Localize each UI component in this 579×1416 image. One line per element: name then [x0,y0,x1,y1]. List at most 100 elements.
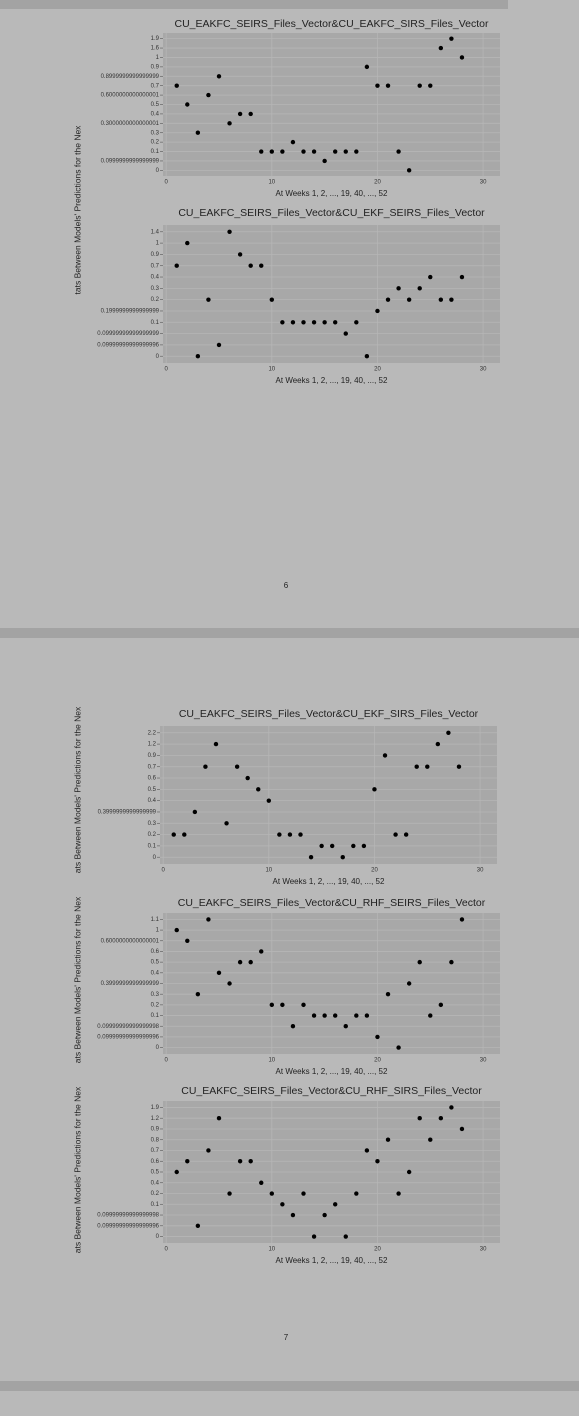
y-tick-label: 0.2 [151,1191,160,1197]
point [182,832,187,837]
point [322,320,327,325]
point [224,821,229,826]
point [237,252,243,257]
point [417,286,422,291]
point [311,320,317,325]
point [449,297,454,302]
point [216,74,222,79]
y-tick-label: 0.2 [148,832,157,838]
point [403,832,409,837]
point [428,1137,433,1142]
point [234,764,240,769]
point [298,832,303,837]
y-tick-label: 1.2 [151,1116,160,1122]
y-tick-label: 0.3999999999999999 [98,810,157,816]
point [280,149,285,154]
y-tick-label: 0.09999999999999996 [97,1034,159,1040]
x-tick-label: 20 [374,367,381,373]
y-tick-label: 1 [156,241,160,247]
y-tick-label: 0.09999999999999996 [97,342,159,348]
x-tick-label: 20 [374,180,381,186]
point [361,843,367,849]
point [417,83,422,88]
y-tick-label: 0.3 [151,286,160,292]
point [227,121,232,126]
point [343,1234,348,1239]
page-edge [0,0,508,9]
point [340,855,345,860]
chart-title: CU_EAKFC_SEIRS_Files_Vector&CU_RHF_SIRS_… [181,1085,482,1097]
point [428,1013,433,1018]
y-tick-label: 0.1 [151,1202,160,1208]
point [385,1137,391,1142]
x-tick-label: 20 [371,868,378,874]
point [343,149,348,154]
point [406,1169,412,1175]
x-tick-label: 10 [265,868,272,874]
point [280,320,285,325]
point [227,1191,232,1196]
y-tick-label: 0.7 [151,83,160,89]
x-axis-label: At Weeks 1, 2, ..., 19, 40, ..., 52 [276,1256,388,1265]
y-tick-label: 1 [156,55,160,61]
point [322,1013,327,1018]
x-tick-label: 20 [374,1247,381,1253]
point [195,1223,201,1228]
x-axis-label: At Weeks 1, 2, ..., 19, 40, ..., 52 [276,376,388,385]
y-tick-label: 0 [156,1045,160,1051]
point [319,843,324,849]
y-tick-label: 0.1999999999999999 [101,309,160,315]
point [459,1126,465,1132]
y-tick-label: 1 [156,928,160,934]
y-tick-label: 0.6 [148,776,157,782]
point [459,55,465,60]
chart-title: CU_EAKFC_SEIRS_Files_Vector&CU_EAKFC_SIR… [175,18,489,30]
y-tick-label: 0.5 [151,102,160,108]
point [280,1002,285,1008]
chart-title: CU_EAKFC_SEIRS_Files_Vector&CU_EKF_SEIRS… [178,207,485,219]
point [459,274,465,280]
point [446,730,451,735]
x-axis-label: At Weeks 1, 2, ..., 19, 40, ..., 52 [276,189,388,198]
y-tick-label: 0.3 [151,992,160,998]
point [354,320,359,325]
point [203,764,208,769]
point [174,263,179,268]
point [393,832,398,837]
point [438,1116,444,1121]
y-tick-label: 0.2 [151,1002,160,1008]
x-tick-label: 0 [164,180,168,186]
point [354,1013,359,1018]
point [449,1105,454,1110]
point [174,1169,179,1175]
point [354,1191,359,1196]
y-tick-label: 0.3000000000000001 [101,121,160,127]
point [375,83,380,88]
point [329,843,335,849]
point [425,764,430,769]
y-tick-label: 0.8999999999999999 [101,74,160,80]
point [227,229,232,234]
point [428,274,433,280]
point [438,1002,444,1008]
page-number: 7 [284,1333,289,1342]
point [406,168,412,173]
point [301,149,306,154]
point [301,1002,306,1008]
point [449,36,454,41]
y-tick-label: 0.3999999999999999 [101,981,160,987]
y-tick-label: 0.7 [148,764,157,770]
point [396,1191,401,1196]
x-tick-label: 10 [268,1058,275,1064]
point [280,1202,285,1207]
x-tick-label: 30 [480,1247,487,1253]
point [375,308,380,314]
point [277,832,282,837]
y-tick-label: 1.1 [151,917,160,923]
y-tick-label: 1.6 [151,46,160,52]
page-number: 6 [284,581,289,590]
page-break [0,1381,579,1391]
point [375,1159,380,1164]
y-tick-label: 0.4 [151,1180,160,1186]
y-tick-label: 0.1 [151,320,160,326]
